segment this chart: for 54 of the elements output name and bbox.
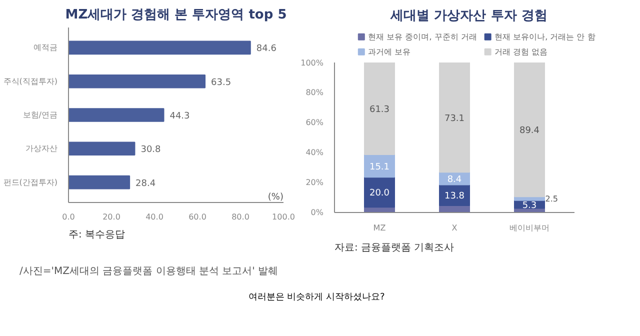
- bar: [514, 62, 545, 198]
- data-label: 15.1: [369, 162, 390, 172]
- y-tick-label: 100%: [300, 58, 324, 68]
- data-label: 20.0: [369, 188, 390, 199]
- data-label: 73.1: [444, 114, 465, 124]
- data-label: 63.5: [211, 78, 232, 88]
- text: 여러분은 비슷하게 시작하셨나요?: [248, 292, 385, 302]
- legend-label: 현재 보유이나, 거래는 안 함: [494, 32, 596, 42]
- data-label: 84.6: [256, 44, 277, 54]
- bar: [364, 176, 395, 208]
- data-label: 44.3: [170, 112, 190, 122]
- chart-title: MZ세대가 경험해 본 투자영역 top 5: [65, 8, 287, 22]
- x-tick-label: 60.0: [188, 212, 206, 222]
- y-tick-label: 주식(직접투자): [3, 76, 58, 86]
- y-tick-label: 20%: [306, 178, 324, 187]
- data-label: 28.4: [136, 178, 156, 189]
- y-tick-label: 펀드(간접투자): [3, 178, 58, 187]
- x-tick-label: 0.0: [62, 212, 75, 222]
- bar: [68, 40, 251, 55]
- x-tick-label: 40.0: [146, 212, 164, 222]
- x-tick-label: X: [452, 224, 458, 232]
- y-tick-label: 40%: [306, 148, 324, 157]
- bar: [68, 142, 136, 156]
- data-label: 13.8: [444, 192, 465, 202]
- y-tick-label: 예적금: [34, 43, 58, 52]
- data-label: 8.4: [447, 174, 462, 185]
- text: /사진='MZ세대의 금융플랫폼 이용행태 분석 보고서' 발췌: [19, 266, 278, 277]
- data-label: 61.3: [369, 104, 390, 115]
- bar: [68, 175, 130, 190]
- bar: [364, 62, 395, 155]
- y-tick-label: 보험/연금: [22, 110, 58, 120]
- x-tick-label: 20.0: [102, 212, 120, 222]
- text: 주: 복수응답: [68, 230, 126, 240]
- legend-label: 현재 보유 중이며, 꾸준히 거래: [368, 32, 477, 42]
- data-label: 2.5: [545, 194, 558, 204]
- x-tick-label: 베이비부머: [510, 224, 550, 232]
- y-tick-label: 0%: [310, 208, 324, 217]
- legend-label: 거래 경험 없음: [494, 47, 548, 56]
- x-tick-label: 100.0: [272, 212, 295, 222]
- legend-label: 과거에 보유: [368, 47, 411, 56]
- data-label: 89.4: [519, 126, 540, 136]
- x-axis-title: (%): [268, 192, 284, 202]
- chart-title: 세대별 가상자산 투자 경험: [390, 8, 548, 24]
- bar: [439, 62, 470, 173]
- data-label: 5.3: [522, 200, 537, 211]
- y-tick-label: 80%: [306, 88, 324, 97]
- text: 자료: 금융플랫폼 기획조사: [334, 242, 454, 254]
- bar: [68, 74, 206, 88]
- y-tick-label: 가상자산: [26, 144, 58, 154]
- y-tick-label: 60%: [306, 118, 324, 127]
- bar: [68, 108, 164, 122]
- x-tick-label: MZ: [373, 224, 386, 232]
- data-label: 30.8: [140, 145, 162, 156]
- x-tick-label: 80.0: [232, 212, 250, 222]
